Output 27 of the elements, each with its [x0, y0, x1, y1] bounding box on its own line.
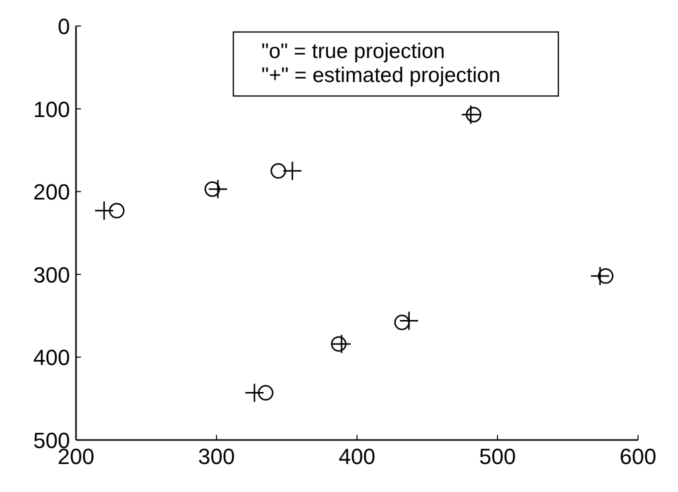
- point: [94, 200, 114, 220]
- point: [330, 336, 346, 352]
- text: "o" = true projection: [261, 40, 445, 63]
- point: [399, 310, 419, 331]
- point: [466, 106, 482, 122]
- x-tick-label: 600: [620, 444, 656, 469]
- point: [598, 268, 614, 284]
- point: [590, 266, 610, 286]
- point: [208, 179, 228, 199]
- point: [258, 385, 274, 401]
- y-tick-label: 100: [33, 96, 70, 122]
- point: [108, 202, 124, 218]
- x-tick-label: 300: [198, 444, 235, 469]
- y-tick-label: 0: [58, 14, 70, 39]
- y-tick-label: 400: [33, 345, 70, 370]
- point: [270, 163, 286, 179]
- point: [460, 104, 481, 124]
- x-tick-label: 500: [479, 444, 516, 469]
- x-tick-label: 400: [338, 444, 376, 469]
- point: [282, 161, 302, 181]
- y-tick-label: 300: [33, 262, 70, 288]
- y-tick-label: 200: [33, 180, 70, 205]
- point: [204, 181, 220, 197]
- series-label: "+" = estimated projection: [261, 64, 500, 87]
- point: [244, 382, 264, 403]
- point: [332, 334, 352, 354]
- point: [394, 314, 410, 330]
